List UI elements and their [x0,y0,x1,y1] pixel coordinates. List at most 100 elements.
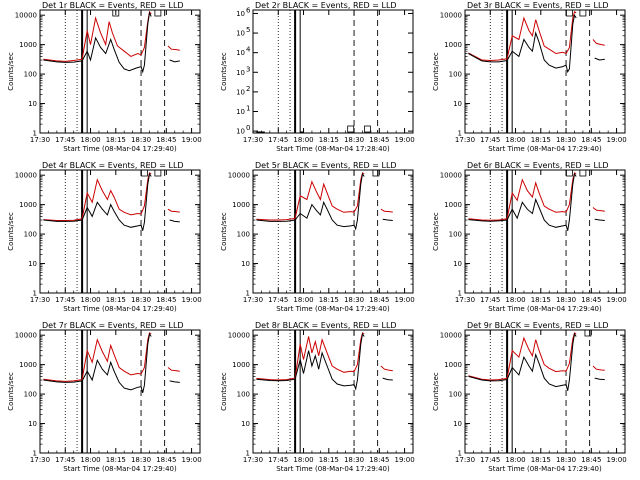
y-tick-label: 10000 [15,332,37,340]
x-tick-label: 17:30 [455,136,475,144]
event-marker [347,125,355,133]
y-tick-label: 10 [236,10,245,18]
x-tick-label: 18:00 [293,296,313,304]
series-line-lld [468,332,577,381]
panel-7: Det 7r BLACK = Events, RED = LLD 1 10 100 10… [7,321,202,473]
event-marker [154,9,162,17]
x-axis-label: Start Time (08-Mar-04 17:29:40) [488,465,602,473]
x-axis-label: Start Time (08-Mar-04 17:29:40) [63,465,177,473]
x-tick-label: 18:30 [556,136,576,144]
y-tick-label: 1000 [232,361,250,369]
y-tick-label: 10000 [440,172,462,180]
series-line-lld [256,332,365,381]
series-line-lld-after [380,365,393,372]
y-tick-label: 10 [28,100,37,108]
x-tick-label: 18:15 [531,136,551,144]
x-tick-label: 18:00 [80,136,100,144]
x-axis-label: Start Time (08-Mar-04 17:29:40) [63,305,177,313]
y-tick-label: 10000 [15,12,37,20]
series-line-lld-after [167,45,180,51]
x-tick-label: 18:45 [156,296,176,304]
x-tick-label: 18:30 [344,296,364,304]
series-line-events [256,332,365,391]
y-tick-label: 100 [24,231,37,239]
y-tick-label: 1 [246,450,250,458]
x-tick-label: 18:15 [106,136,126,144]
x-tick-label: 18:00 [505,456,525,464]
series-line-events-after [382,218,393,221]
series-line-events-after [169,59,180,63]
x-tick-label: 17:30 [243,296,263,304]
x-tick-label: 17:45 [480,296,500,304]
series-line-lld [43,172,152,221]
series-line-lld-after [592,207,605,212]
x-tick-label: 19:00 [181,456,201,464]
y-tick-label: 1 [33,290,37,298]
panel-9: Det 9r BLACK = Events, RED = LLD 1 10 100 10… [432,321,627,473]
y-tick-label: 10 [453,100,462,108]
y-tick-label: 10 [236,30,245,38]
y-tick-label: 1 [246,290,250,298]
series-line-events-after [594,57,605,61]
y-tick-label: 10 [236,128,245,136]
x-axis-label: Start Time (08-Mar-04 17:29:40) [276,305,390,313]
x-tick-label: 18:15 [106,296,126,304]
y-tick-label: 1 [458,290,462,298]
x-tick-label: 18:45 [581,296,601,304]
plot-frame [252,329,414,454]
event-marker [364,125,371,133]
x-tick-label: 18:15 [106,456,126,464]
y-tick-label: 100 [449,391,462,399]
y-axis-label: Counts/sec [220,212,228,251]
y-tick-label: 1000 [19,361,37,369]
y-tick-label: 10 [28,420,37,428]
event-marker [112,9,120,17]
x-tick-label: 18:00 [80,456,100,464]
series-line-lld [468,11,577,62]
y-tick-label: 1 [33,450,37,458]
x-tick-label: 17:30 [30,296,50,304]
series-line-events [468,13,577,74]
y-tick-label: 1000 [444,201,462,209]
panel-title: Det 8r BLACK = Events, RED = LLD [255,321,397,330]
x-tick-label: 18:45 [369,136,389,144]
x-tick-label: 18:00 [80,296,100,304]
x-tick-label: 18:00 [293,136,313,144]
y-tick-exponent: 1 [246,104,250,112]
series-line-lld-after [167,367,180,372]
x-tick-label: 18:45 [581,136,601,144]
y-axis-label: Counts/sec [220,372,228,411]
y-axis-label: Counts/sec [7,52,15,91]
x-tick-label: 18:15 [319,136,339,144]
panel-4: Det 4r BLACK = Events, RED = LLD 1 10 100 10… [7,161,202,313]
plot-frame [39,329,201,454]
y-axis-label: Counts/sec [7,372,15,411]
y-tick-label: 10 [236,69,245,77]
y-tick-label: 1 [33,130,37,138]
x-tick-label: 18:30 [556,296,576,304]
y-tick-label: 1000 [19,201,37,209]
y-axis-label: Counts/sec [432,372,440,411]
y-tick-label: 10000 [440,12,462,20]
y-tick-exponent: 2 [246,85,250,93]
x-tick-label: 19:00 [606,456,626,464]
x-tick-label: 18:00 [293,456,313,464]
y-tick-label: 10000 [228,332,250,340]
series-line-events [256,172,365,231]
series-line-events [468,332,577,391]
x-tick-label: 18:45 [369,456,389,464]
plot-frame [39,9,201,134]
plot-frame [464,9,626,134]
event-marker [579,9,587,17]
series-line-lld-after [592,365,605,371]
series-line-lld [43,10,152,62]
plot-frame [464,169,626,294]
x-tick-label: 18:00 [505,296,525,304]
x-tick-label: 19:00 [606,296,626,304]
x-tick-label: 17:45 [55,456,75,464]
x-tick-label: 19:00 [394,456,414,464]
panel-3: Det 3r BLACK = Events, RED = LLD 1 10 100 10… [432,1,627,153]
x-tick-label: 18:30 [131,456,151,464]
y-tick-label: 10 [453,260,462,268]
